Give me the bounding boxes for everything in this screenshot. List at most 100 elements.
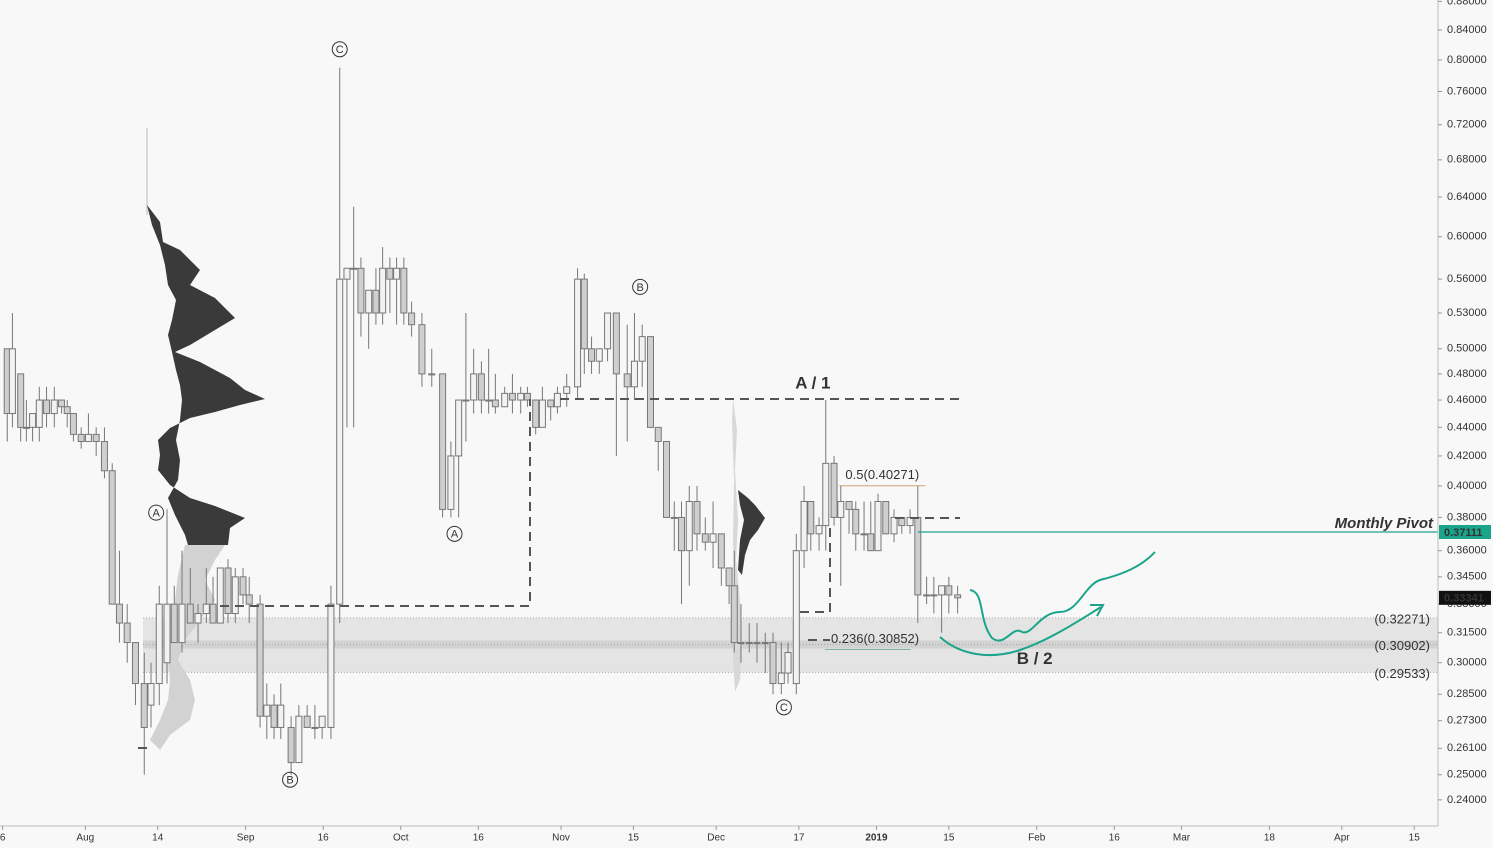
candle-body [439,373,447,510]
candle-body [400,267,408,314]
y-tick-label: 0.48000 [1447,368,1487,380]
last-price-box [1439,590,1491,605]
candle-body [84,433,92,442]
x-tick-label: 16 [1109,833,1121,844]
candle-body [224,567,232,615]
candle-body [491,399,499,408]
candle-body [455,399,463,457]
level-label: (0.29533) [1374,666,1430,681]
candle-body [17,373,25,428]
y-tick-label: 0.42000 [1447,450,1487,462]
fib-label: 0.236(0.30852) [831,631,919,646]
candle-body [350,267,358,270]
x-tick-label: 15 [628,833,640,844]
y-tick-label: 0.68000 [1447,154,1487,166]
candle-body [318,715,326,728]
candle-body [830,462,838,518]
wave-label: A [451,529,459,541]
candle-body [327,603,335,728]
candle-body [882,500,890,535]
x-tick-label: Nov [552,833,570,844]
wave-circle [282,771,299,788]
candle-body [477,373,485,401]
candle-body [574,278,582,388]
candle-body [428,373,436,376]
candle-body [115,603,123,624]
y-tick-label: 0.28500 [1447,688,1487,700]
candle-body [623,373,631,388]
wave-label: A [152,508,160,520]
x-tick-label: 15 [943,833,955,844]
candle-body [874,500,882,552]
candle-body [737,642,745,645]
x-tick-label: Aug [76,833,94,844]
candle-body [822,462,830,527]
candle-body [761,642,769,645]
candle-body [860,533,868,536]
candle-body [523,392,531,401]
y-tick-label: 0.72000 [1447,119,1487,131]
candle-body [588,348,596,362]
candle-body [202,603,210,615]
level-label: (0.32271) [1374,611,1430,626]
wave-circle [446,525,463,542]
candle-body [792,550,800,685]
candle-body [170,603,178,644]
candle-body [50,399,58,415]
y-tick-label: 0.60000 [1447,231,1487,243]
wave-circle [632,278,649,295]
candle-body [155,603,163,685]
dashed-line [800,528,831,613]
candle-body [295,715,303,764]
plot-layer: 0.5(0.40271) 0.236(0.30852) Monthly Pivot C… [3,41,1438,788]
x-tick-label: Apr [1334,833,1350,844]
y-tick-label: 0.40000 [1447,480,1487,492]
candle-body [69,413,77,435]
y-tick-label: 0.88000 [1447,0,1487,7]
x-tick-label: Oct [393,833,409,844]
projection [939,551,1156,657]
arrow-head [1090,604,1105,617]
candle-body [277,704,285,728]
candle-body [216,567,224,624]
candle-body [209,603,217,624]
candle-body [678,516,686,552]
y-tick-label: 0.27300 [1447,715,1487,727]
wave-label: B [636,282,643,294]
candle-body [508,392,516,401]
y-tick-label: 0.76000 [1447,85,1487,97]
pivot-label: 0.37111 [1444,527,1483,539]
candle-body [8,348,16,415]
y-tick-label: 0.26100 [1447,742,1487,754]
candle-body [753,642,761,645]
y-tick-label: 0.24000 [1447,794,1487,806]
candle-body [845,500,853,510]
candle-body [532,399,540,428]
candle-body [239,576,247,596]
y-tick-label: 0.38000 [1447,511,1487,523]
candle-body [709,533,717,543]
x-tick-label: 6 [0,833,6,844]
projection-path [939,606,1102,657]
candle-body [100,440,108,472]
candle-body [393,267,401,280]
candle-body [867,533,875,552]
candle-body [43,399,51,415]
candle-body [186,603,194,624]
candle-body [270,704,278,728]
candle-body [501,392,509,408]
candle-body [357,267,365,314]
level-label: (0.30902) [1374,638,1430,653]
volume-profile [147,205,265,545]
y-tick-label: 0.30000 [1447,657,1487,669]
wave-label: C [336,44,344,56]
y-tick-label: 0.53000 [1447,307,1487,319]
y-tick-label: 0.56000 [1447,273,1487,285]
x-tick-label: 16 [473,833,485,844]
candle-body [563,386,571,394]
candle-body [701,533,709,543]
annotation: B / 2 [1017,649,1053,668]
last-price-label: 0.33341 [1444,593,1484,605]
